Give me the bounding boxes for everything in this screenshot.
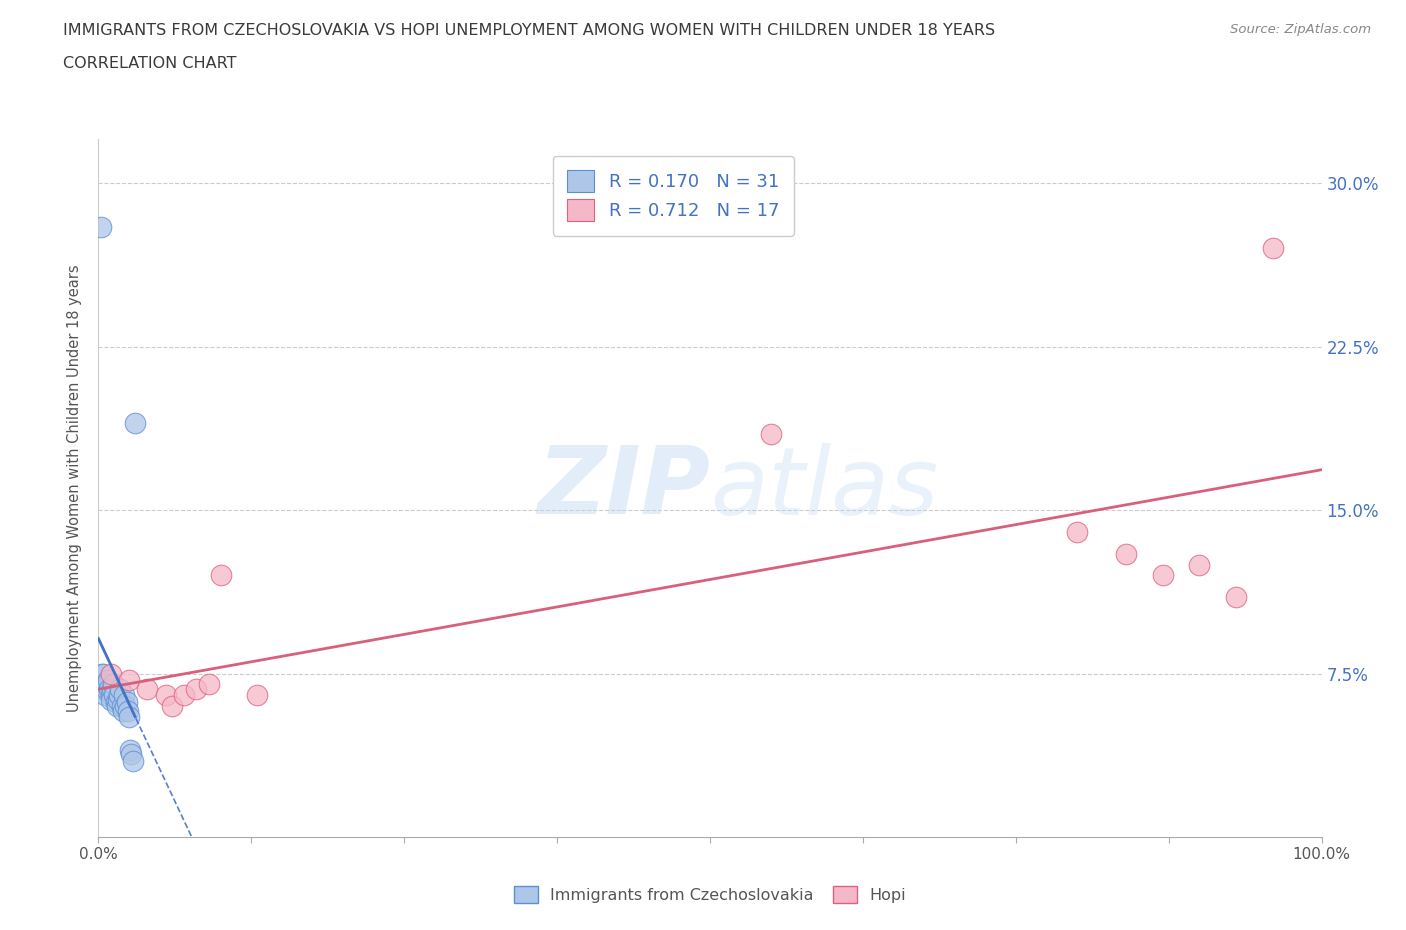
Point [118, 672, 141, 687]
Point [107, 692, 129, 707]
Point [112, 688, 135, 703]
Legend: Immigrants from Czechoslovakia, Hopi: Immigrants from Czechoslovakia, Hopi [508, 880, 912, 910]
Point [100, 692, 122, 707]
Point [93, 677, 115, 692]
Text: Source: ZipAtlas.com: Source: ZipAtlas.com [1230, 23, 1371, 36]
Text: ZIP: ZIP [537, 443, 710, 534]
Point [93, 688, 115, 703]
Point [111, 698, 134, 713]
Point [111, 703, 134, 718]
Point [114, 698, 136, 713]
Point [136, 682, 159, 697]
Y-axis label: Unemployment Among Women with Children Under 18 years: Unemployment Among Women with Children U… [67, 264, 83, 712]
Point [94, 682, 117, 697]
Point [100, 688, 122, 703]
Point [96, 677, 118, 692]
Point [1225, 590, 1247, 604]
Point [101, 682, 124, 697]
Point [100, 666, 122, 681]
Point [209, 568, 232, 583]
Point [121, 753, 143, 768]
Point [91, 666, 114, 681]
Point [101, 677, 124, 692]
Text: CORRELATION CHART: CORRELATION CHART [63, 56, 236, 71]
Point [1152, 568, 1174, 583]
Point [120, 742, 142, 757]
Point [197, 677, 219, 692]
Point [115, 695, 138, 710]
Point [1066, 525, 1088, 539]
Point [160, 698, 183, 713]
Point [186, 682, 208, 697]
Point [1188, 557, 1211, 572]
Text: atlas: atlas [710, 443, 938, 534]
Point [105, 698, 128, 713]
Point [124, 416, 146, 431]
Point [117, 703, 139, 718]
Point [173, 688, 195, 703]
Point [98, 682, 121, 697]
Point [90, 219, 112, 234]
Point [97, 672, 120, 687]
Point [1115, 546, 1137, 561]
Point [91, 666, 114, 681]
Point [155, 688, 177, 703]
Point [108, 688, 131, 703]
Text: IMMIGRANTS FROM CZECHOSLOVAKIA VS HOPI UNEMPLOYMENT AMONG WOMEN WITH CHILDREN UN: IMMIGRANTS FROM CZECHOSLOVAKIA VS HOPI U… [63, 23, 995, 38]
Point [91, 682, 114, 697]
Point [103, 688, 125, 703]
Point [246, 688, 269, 703]
Point [120, 747, 142, 762]
Point [118, 710, 141, 724]
Point [110, 682, 132, 697]
Point [1261, 241, 1284, 256]
Point [104, 695, 127, 710]
Point [761, 426, 783, 441]
